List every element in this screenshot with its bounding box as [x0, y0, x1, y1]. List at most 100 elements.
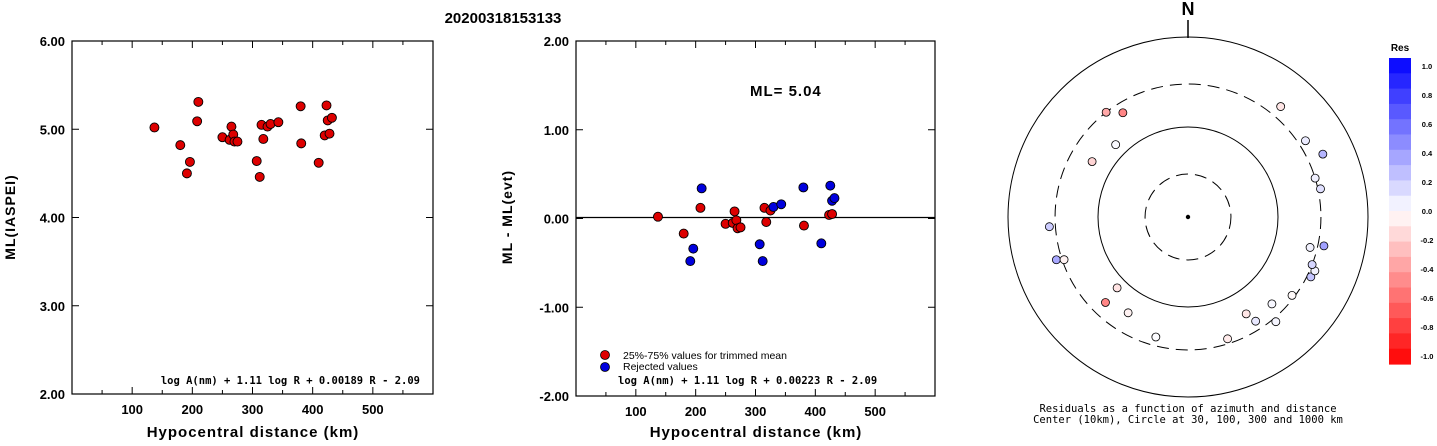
- station-marker: [1044, 222, 1054, 232]
- colorbar-label: -0.6: [1421, 294, 1434, 303]
- residual-colorbar: Res 1.0 0.8 0.6 0.4 0.2 0.0 -0.2 -0.4 -0.6 -0.8 -1…: [1389, 43, 1434, 365]
- y-tick-label: 3.00: [40, 299, 65, 314]
- legend-marker-rejected: [600, 362, 610, 372]
- polar-points: [1044, 102, 1329, 344]
- data-point: [816, 238, 827, 249]
- data-point: [829, 193, 840, 204]
- station-marker: [1241, 309, 1251, 319]
- data-point: [825, 180, 836, 191]
- colorbar-labels: 1.0 0.8 0.6 0.4 0.2 0.0 -0.2 -0.4 -0.6 -0.8 -1.0: [1421, 62, 1435, 361]
- station-marker: [1151, 332, 1161, 342]
- data-point: [696, 183, 707, 194]
- center-dot: [1185, 214, 1191, 220]
- x-tick-label: 400: [804, 404, 826, 419]
- azimuth-distance-panel: N Residuals as a function of azimuth and…: [1007, 0, 1369, 426]
- station-marker: [1059, 255, 1069, 265]
- data-point: [326, 112, 337, 123]
- data-point: [295, 101, 306, 112]
- polar-caption-line1: Residuals as a function of azimuth and d…: [1039, 403, 1336, 415]
- data-point: [324, 128, 335, 139]
- colorbar-swatch: [1389, 149, 1411, 166]
- residual-y-ticks: -2.00 -1.00 0.00 1.00 2.00: [539, 34, 935, 404]
- y-tick-label: 6.00: [40, 34, 65, 49]
- station-marker: [1318, 149, 1328, 159]
- station-marker: [1301, 136, 1310, 146]
- station-marker: [1319, 241, 1329, 251]
- ml-y-ticks: 2.00 3.00 4.00 5.00 6.00: [40, 34, 433, 402]
- y-tick-label: 4.00: [40, 211, 65, 226]
- station-marker: [1267, 299, 1277, 309]
- colorbar-swatch: [1389, 302, 1411, 319]
- data-point: [757, 256, 768, 267]
- colorbar-swatch: [1389, 134, 1411, 151]
- colorbar-label: -0.2: [1421, 236, 1434, 245]
- polar-caption-line2: Center (10km), Circle at 30, 100, 300 an…: [1033, 414, 1343, 426]
- colorbar-swatch: [1389, 119, 1411, 136]
- y-tick-label: 0.00: [544, 212, 569, 227]
- distance-rings: [1007, 36, 1369, 398]
- ring-100km: [1097, 126, 1279, 308]
- colorbar-swatch: [1389, 256, 1411, 273]
- colorbar-swatch: [1389, 318, 1411, 334]
- north-label: N: [1182, 0, 1195, 19]
- station-marker: [1118, 108, 1128, 118]
- colorbar-swatch: [1389, 241, 1411, 258]
- data-point: [226, 121, 237, 132]
- x-tick-label: 200: [181, 402, 203, 417]
- y-tick-label: -2.00: [539, 389, 569, 404]
- station-marker: [1316, 184, 1325, 194]
- colorbar-swatch: [1389, 165, 1411, 181]
- colorbar-label: 0.2: [1422, 178, 1432, 187]
- data-point: [254, 171, 265, 182]
- data-point: [695, 202, 706, 213]
- legend-label-rejected: Rejected values: [623, 361, 698, 373]
- colorbar-label: -1.0: [1421, 352, 1434, 361]
- data-point: [296, 138, 307, 149]
- colorbar-label: 0.0: [1422, 207, 1432, 216]
- ml-x-ticks: 100 200 300 400 500: [101, 41, 404, 417]
- ml-x-axis-label: Hypocentral distance (km): [147, 424, 360, 441]
- data-point: [754, 239, 765, 250]
- colorbar-label: -0.8: [1421, 323, 1434, 332]
- data-point: [184, 156, 195, 167]
- legend: 25%-75% values for trimmed mean Rejected…: [600, 350, 787, 373]
- colorbar-swatch: [1389, 73, 1411, 90]
- data-point: [192, 116, 203, 127]
- residual-vs-distance-panel: -2.00 -1.00 0.00 1.00 2.00 100 200 300 400 500 M…: [499, 34, 936, 441]
- y-tick-label: 5.00: [40, 122, 65, 137]
- station-marker: [1305, 243, 1315, 252]
- station-marker: [1087, 157, 1097, 167]
- residual-points: [653, 180, 840, 267]
- residual-y-axis-label: ML - ML(evt): [499, 170, 515, 264]
- colorbar-swatch: [1389, 211, 1411, 227]
- colorbar-swatch: [1389, 226, 1411, 243]
- colorbar-swatch: [1389, 58, 1411, 74]
- colorbar-label: -0.4: [1421, 265, 1435, 274]
- x-tick-label: 100: [625, 404, 647, 419]
- legend-label-trimmed: 25%-75% values for trimmed mean: [623, 350, 787, 362]
- colorbar-swatch: [1389, 88, 1411, 105]
- colorbar-label: 0.4: [1422, 149, 1433, 158]
- ring-30km: [1144, 173, 1232, 261]
- data-point: [149, 122, 160, 133]
- data-point: [761, 217, 772, 228]
- data-point: [827, 209, 838, 220]
- residual-x-axis-label: Hypocentral distance (km): [650, 424, 863, 441]
- station-marker: [1251, 316, 1261, 326]
- colorbar-swatch: [1389, 287, 1411, 304]
- colorbar-swatch: [1389, 103, 1411, 120]
- data-point: [321, 100, 332, 111]
- station-marker: [1112, 283, 1122, 293]
- ml-vs-distance-panel: 2.00 3.00 4.00 5.00 6.00 100 200 300 400 500 log…: [2, 34, 434, 441]
- station-marker: [1310, 173, 1320, 183]
- x-tick-label: 100: [121, 402, 143, 417]
- colorbar-swatch: [1389, 180, 1411, 197]
- station-marker: [1307, 260, 1317, 270]
- x-tick-label: 300: [745, 404, 767, 419]
- data-point: [735, 222, 746, 233]
- legend-marker-trimmed: [600, 350, 610, 360]
- data-point: [729, 206, 740, 217]
- ml-formula: log A(nm) + 1.11 log R + 0.00189 R - 2.0…: [161, 375, 420, 387]
